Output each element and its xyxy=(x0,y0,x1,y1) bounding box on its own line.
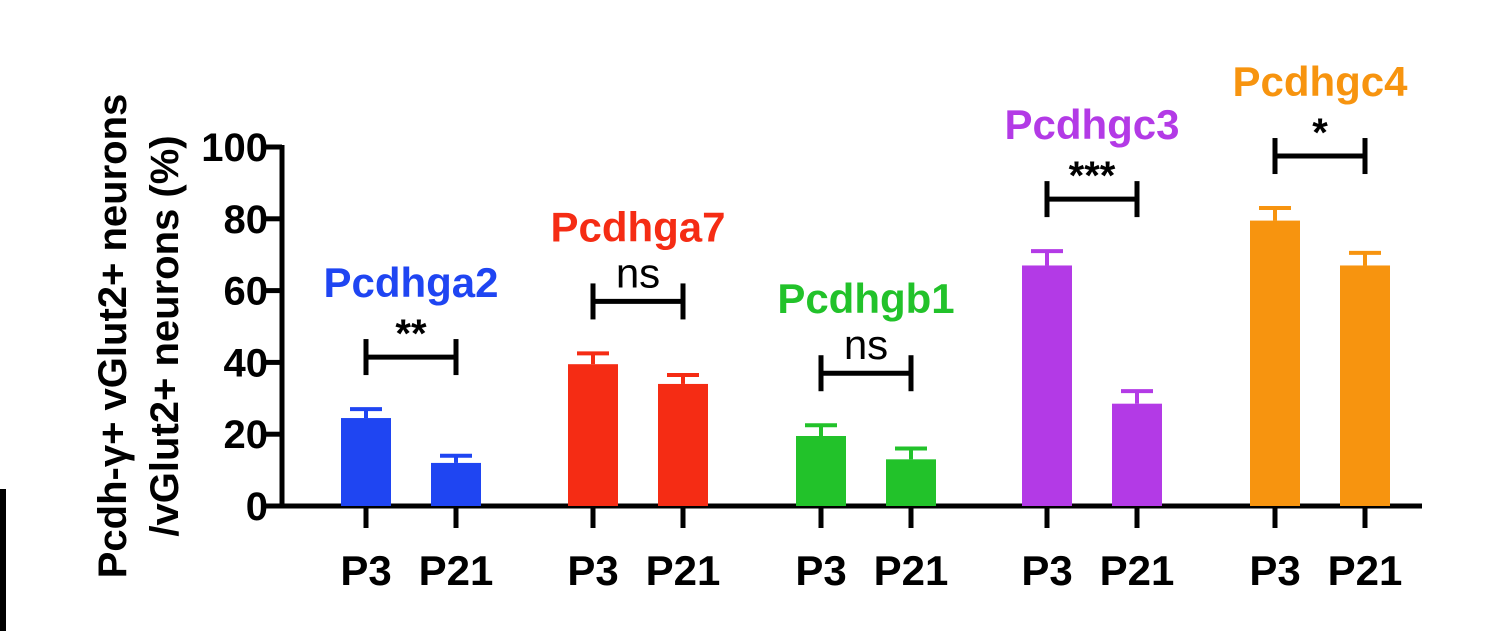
x-tick-label: P3 xyxy=(795,547,846,594)
y-tick-label: 60 xyxy=(224,270,269,314)
x-tick-label: P3 xyxy=(340,547,391,594)
bar-Pcdhgc3-P3 xyxy=(1022,265,1072,506)
bar-Pcdhgb1-P21 xyxy=(886,459,936,506)
group-label-Pcdhgc3: Pcdhgc3 xyxy=(1004,101,1179,148)
significance-label: ns xyxy=(844,321,888,368)
bar-Pcdhga7-P3 xyxy=(568,364,618,506)
bar-Pcdhgb1-P3 xyxy=(796,435,846,506)
y-tick-label: 0 xyxy=(246,485,268,529)
x-tick-label: P21 xyxy=(874,547,949,594)
x-tick-label: P3 xyxy=(1021,547,1072,594)
x-tick-label: P21 xyxy=(1328,547,1403,594)
group-label-Pcdhga2: Pcdhga2 xyxy=(323,259,498,306)
significance-label: *** xyxy=(1069,154,1116,198)
bar-Pcdhga2-P3 xyxy=(341,418,391,506)
significance-label: ns xyxy=(616,249,660,296)
y-tick-label: 80 xyxy=(224,198,269,242)
bars xyxy=(341,206,1390,506)
bar-Pcdhga2-P21 xyxy=(431,462,481,506)
y-axis-label-line1: Pcdh-γ+ vGlut2+ neurons xyxy=(91,94,135,579)
axes: 0 20 40 60 80 100 P3 P21 P3 P21 P3 P21 P3 P21 P3 P21 xyxy=(201,126,1422,594)
y-tick-label: 40 xyxy=(224,341,269,385)
group-label-Pcdhga7: Pcdhga7 xyxy=(550,203,725,250)
x-tick-label: P21 xyxy=(1100,547,1175,594)
group-label-Pcdhgc4: Pcdhgc4 xyxy=(1232,58,1408,105)
significance-label: ** xyxy=(395,312,427,356)
y-tick-label: 100 xyxy=(201,126,268,170)
x-tick-label: P21 xyxy=(419,547,494,594)
bar-Pcdhgc3-P21 xyxy=(1112,403,1162,506)
bar-Pcdhga7-P21 xyxy=(658,383,708,506)
x-tick-label: P3 xyxy=(1249,547,1300,594)
x-tick-label: P21 xyxy=(646,547,721,594)
bar-Pcdhgc4-P3 xyxy=(1250,220,1300,506)
group-label-Pcdhgb1: Pcdhgb1 xyxy=(777,275,954,322)
y-tick-label: 20 xyxy=(224,413,269,457)
bar-Pcdhgc4-P21 xyxy=(1340,265,1390,506)
significance-label: * xyxy=(1312,111,1328,155)
left-edge-bar xyxy=(0,489,6,631)
y-axis-label: Pcdh-γ+ vGlut2+ neurons /vGlut2+ neurons… xyxy=(91,94,187,579)
y-axis-label-line2: /vGlut2+ neurons (%) xyxy=(143,135,187,536)
x-tick-label: P3 xyxy=(567,547,618,594)
